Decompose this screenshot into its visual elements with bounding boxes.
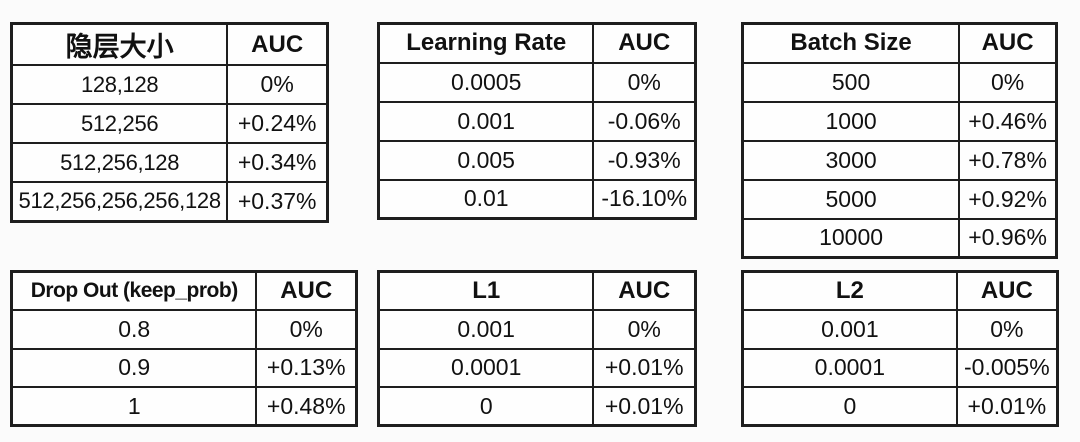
table-row: 0.8 0% [10,309,358,350]
table-header-row: L2 AUC [741,270,1059,311]
auc-cell: -16.10% [592,178,697,220]
param-column-header: L2 [741,270,958,311]
auc-cell: +0.92% [958,178,1058,220]
param-cell: 128,128 [10,64,229,105]
auc-cell: 0% [592,309,697,350]
auc-column-header: AUC [592,22,697,64]
table-row: 128,128 0% [10,64,329,105]
param-cell: 0.9 [10,347,258,388]
auc-column-header: AUC [592,270,697,311]
param-cell: 512,256,128 [10,142,229,183]
table-row: 3000 +0.78% [741,139,1058,181]
auc-cell: -0.93% [592,139,697,181]
table-row: 5000 +0.92% [741,178,1058,220]
table-row: 0.9 +0.13% [10,347,358,388]
auc-cell: -0.06% [592,100,697,142]
table-row: 0 +0.01% [377,386,697,427]
auc-column-header: AUC [955,270,1059,311]
table-header-row: Learning Rate AUC [377,22,697,64]
auc-cell: +0.01% [592,347,697,388]
table-row: 512,256,128 +0.34% [10,142,329,183]
table-row: 0.01 -16.10% [377,178,697,220]
param-cell: 512,256,256,256,128 [10,181,229,222]
param-column-header: Learning Rate [377,22,595,64]
auc-cell: 0% [955,309,1059,350]
table-row: 1000 +0.46% [741,100,1058,142]
param-cell: 0.0001 [377,347,595,388]
auc-cell: +0.46% [958,100,1058,142]
auc-cell: +0.48% [255,386,358,427]
auc-cell: +0.96% [958,217,1058,259]
param-cell: 512,256 [10,103,229,144]
auc-cell: 0% [255,309,358,350]
param-cell: 10000 [741,217,961,259]
table-header-row: Batch Size AUC [741,22,1058,64]
auc-cell: 0% [226,64,329,105]
auc-cell: 0% [592,61,697,103]
param-cell: 0.005 [377,139,595,181]
auc-column-header: AUC [958,22,1058,64]
table-row: 512,256 +0.24% [10,103,329,144]
param-cell: 0.0005 [377,61,595,103]
table-row: 10000 +0.96% [741,217,1058,259]
param-cell: 0 [377,386,595,427]
param-cell: 0.001 [377,309,595,350]
auc-cell: -0.005% [955,347,1059,388]
param-cell: 0.8 [10,309,258,350]
auc-cell: 0% [958,61,1058,103]
table-drop-out: Drop Out (keep_prob) AUC 0.8 0% 0.9 +0.1… [10,270,358,427]
table-l1: L1 AUC 0.001 0% 0.0001 +0.01% 0 +0.01% [377,270,697,427]
param-column-header: Drop Out (keep_prob) [10,270,258,311]
table-batch-size: Batch Size AUC 500 0% 1000 +0.46% 3000 +… [741,22,1058,259]
param-cell: 5000 [741,178,961,220]
table-header-row: Drop Out (keep_prob) AUC [10,270,358,311]
param-cell: 0.01 [377,178,595,220]
table-header-row: L1 AUC [377,270,697,311]
table-row: 0.001 0% [741,309,1059,350]
param-cell: 1 [10,386,258,427]
table-row: 0.001 -0.06% [377,100,697,142]
auc-column-header: AUC [255,270,358,311]
table-row: 0 +0.01% [741,386,1059,427]
auc-cell: +0.24% [226,103,329,144]
table-row: 512,256,256,256,128 +0.37% [10,181,329,222]
table-row: 0.0001 +0.01% [377,347,697,388]
param-cell: 0.001 [377,100,595,142]
table-row: 500 0% [741,61,1058,103]
param-column-header: 隐层大小 [10,22,229,66]
table-hidden-layer-size: 隐层大小 AUC 128,128 0% 512,256 +0.24% 512,2… [10,22,329,223]
param-cell: 0.0001 [741,347,958,388]
table-row: 0.001 0% [377,309,697,350]
auc-cell: +0.01% [592,386,697,427]
auc-cell: +0.78% [958,139,1058,181]
table-row: 0.0001 -0.005% [741,347,1059,388]
param-cell: 3000 [741,139,961,181]
table-learning-rate: Learning Rate AUC 0.0005 0% 0.001 -0.06%… [377,22,697,220]
auc-column-header: AUC [226,22,329,66]
param-column-header: L1 [377,270,595,311]
table-row: 1 +0.48% [10,386,358,427]
table-row: 0.0005 0% [377,61,697,103]
param-column-header: Batch Size [741,22,961,64]
param-cell: 1000 [741,100,961,142]
table-header-row: 隐层大小 AUC [10,22,329,66]
auc-cell: +0.37% [226,181,329,222]
param-cell: 500 [741,61,961,103]
table-row: 0.005 -0.93% [377,139,697,181]
auc-cell: +0.13% [255,347,358,388]
param-cell: 0 [741,386,958,427]
auc-cell: +0.01% [955,386,1059,427]
auc-cell: +0.34% [226,142,329,183]
param-cell: 0.001 [741,309,958,350]
table-l2: L2 AUC 0.001 0% 0.0001 -0.005% 0 +0.01% [741,270,1059,427]
